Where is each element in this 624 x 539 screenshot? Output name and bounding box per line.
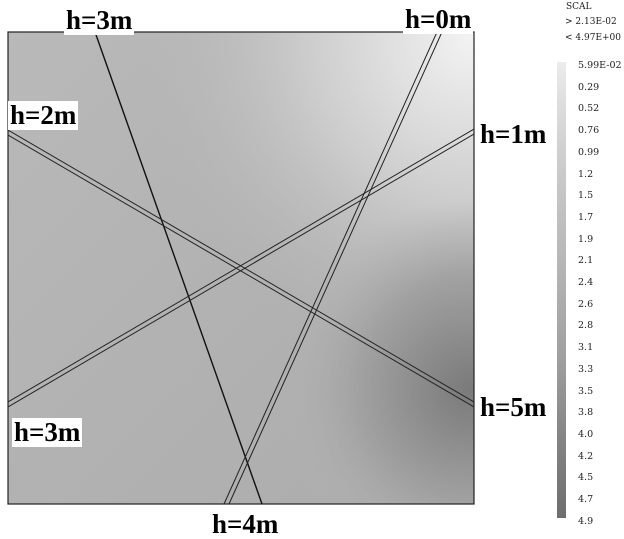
scale-tick-label: 3.8 bbox=[578, 407, 594, 419]
label-top-right: h=0m bbox=[403, 4, 474, 34]
scalar-field bbox=[8, 32, 474, 504]
scale-tick-label: 5.99E-02 bbox=[578, 60, 622, 71]
scale-tick-label: 2.8 bbox=[578, 320, 594, 332]
scale-tick-label: 0.52 bbox=[578, 103, 600, 115]
streamline-lines bbox=[8, 32, 474, 504]
scale-tick-label: 1.2 bbox=[578, 168, 594, 180]
scale-tick-label: 0.29 bbox=[578, 81, 600, 93]
scale-tick-label: 1.7 bbox=[578, 211, 594, 223]
scale-tick-label: 4.0 bbox=[578, 428, 594, 440]
scale-tick-label: 0.76 bbox=[578, 125, 600, 137]
scale-tick-label: 1.9 bbox=[578, 233, 594, 245]
scale-tick-label: 0.99 bbox=[578, 146, 600, 158]
label-left-lower: h=3m bbox=[12, 417, 83, 447]
line-h3m-top bbox=[94, 32, 263, 504]
scale-title: SCAL bbox=[566, 2, 592, 12]
scale-tick-label: 2.4 bbox=[578, 277, 594, 288]
color-scale-bar bbox=[557, 62, 566, 518]
scale-tick-label: 3.1 bbox=[578, 342, 594, 354]
scale-tick-label: 3.3 bbox=[578, 363, 594, 375]
scale-tick-label: 4.2 bbox=[578, 450, 594, 462]
line-h0m bbox=[223, 32, 443, 504]
line-h1m bbox=[8, 128, 474, 408]
label-bottom: h=4m bbox=[210, 509, 281, 539]
scale-tick-label: 3.5 bbox=[578, 385, 594, 397]
scale-min-value: < 4.97E+00 bbox=[565, 33, 622, 43]
label-right-upper: h=1m bbox=[478, 119, 549, 149]
scale-tick-label: 2.6 bbox=[578, 298, 594, 310]
label-left-upper: h=2m bbox=[8, 100, 79, 130]
scale-tick-label: 4.7 bbox=[578, 494, 594, 505]
label-top-left: h=3m bbox=[64, 5, 135, 35]
scale-max-value: > 2.13E-02 bbox=[565, 17, 617, 27]
label-right-lower: h=5m bbox=[478, 392, 549, 422]
scale-tick-label: 4.9 bbox=[578, 515, 594, 527]
scale-tick-label: 2.1 bbox=[578, 255, 594, 267]
domain-border bbox=[7, 31, 475, 505]
scale-tick-label: 1.5 bbox=[578, 190, 594, 202]
scale-tick-label: 4.5 bbox=[578, 472, 594, 484]
